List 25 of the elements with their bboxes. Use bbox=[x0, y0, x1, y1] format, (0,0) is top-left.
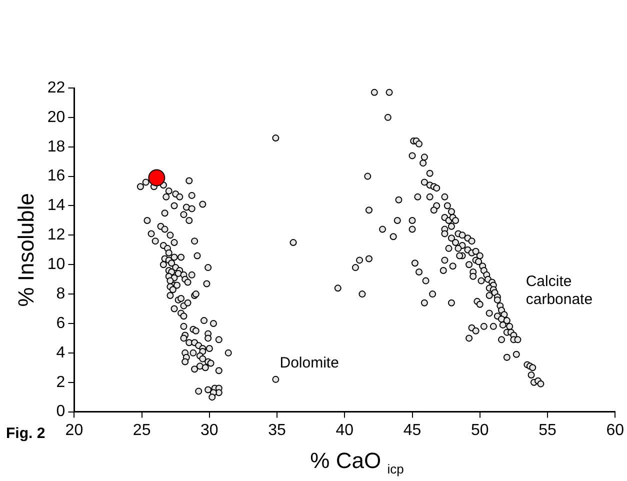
caption: Fig. 2 bbox=[6, 424, 46, 442]
x-tick-label: 40 bbox=[336, 422, 354, 439]
y-tick-label: 16 bbox=[47, 168, 66, 185]
x-tick-label: 55 bbox=[538, 422, 556, 439]
y-tick-label: 8 bbox=[56, 285, 66, 302]
y-tick-label: 14 bbox=[47, 197, 66, 214]
x-tick-label: 30 bbox=[200, 422, 218, 439]
y-tick-label: 20 bbox=[47, 108, 66, 126]
y-tick-label: 0 bbox=[56, 403, 66, 420]
y-tick-label: 2 bbox=[56, 374, 66, 391]
x-tick-label: 25 bbox=[132, 422, 151, 439]
x-tick-label: 60 bbox=[606, 422, 624, 439]
annotation: Dolomite bbox=[280, 354, 339, 372]
y-tick-label: 12 bbox=[47, 226, 66, 244]
y-tick-label: 4 bbox=[56, 344, 66, 362]
y-tick-label: 6 bbox=[56, 314, 66, 332]
x-tick-label: 50 bbox=[470, 422, 489, 439]
annotation: Calcite carbonate bbox=[526, 273, 593, 308]
x-axis-title: % CaO $_{icp}$ bbox=[309, 448, 405, 476]
y-tick-label: 10 bbox=[47, 256, 66, 274]
y-tick-label: 22 bbox=[47, 79, 66, 96]
y-tick-label: 18 bbox=[47, 138, 66, 156]
x-tick-label: 35 bbox=[268, 422, 286, 439]
x-tick-label: 45 bbox=[403, 422, 422, 439]
y-axis-title: % Insoluble bbox=[13, 193, 38, 307]
